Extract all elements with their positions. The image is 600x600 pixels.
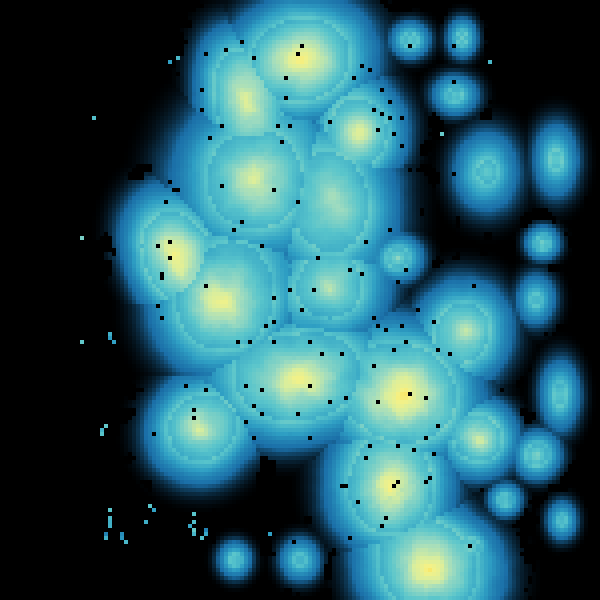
radar-reflectivity-heatmap (0, 0, 600, 600)
radar-image-viewport (0, 0, 600, 600)
